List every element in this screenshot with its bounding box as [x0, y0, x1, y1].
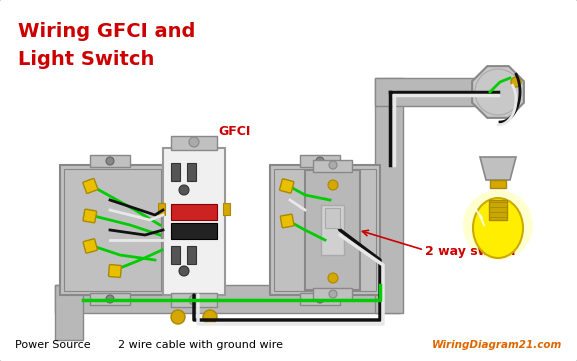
- FancyBboxPatch shape: [83, 178, 98, 193]
- Bar: [171, 246, 180, 264]
- Bar: [375, 78, 500, 106]
- Circle shape: [328, 180, 338, 190]
- Text: 2 way switch: 2 way switch: [425, 245, 515, 258]
- Bar: [55, 285, 83, 340]
- Bar: [313, 288, 352, 300]
- Bar: [489, 200, 507, 220]
- Bar: [300, 293, 340, 305]
- Circle shape: [189, 295, 199, 305]
- Bar: [305, 170, 360, 290]
- Bar: [171, 223, 217, 239]
- Bar: [171, 293, 217, 307]
- Circle shape: [179, 266, 189, 276]
- Circle shape: [328, 273, 338, 283]
- Text: 2 wire cable with ground wire: 2 wire cable with ground wire: [118, 340, 283, 350]
- Circle shape: [171, 310, 185, 324]
- Text: Power Source: Power Source: [15, 340, 91, 350]
- Bar: [187, 246, 196, 264]
- Bar: [313, 160, 352, 172]
- Circle shape: [106, 295, 114, 303]
- Bar: [158, 203, 165, 215]
- Circle shape: [316, 295, 324, 303]
- Text: GFCI: GFCI: [188, 125, 250, 158]
- FancyBboxPatch shape: [83, 239, 98, 253]
- Bar: [171, 204, 217, 220]
- Text: Wiring GFCI and: Wiring GFCI and: [18, 22, 196, 41]
- Circle shape: [106, 157, 114, 165]
- FancyBboxPatch shape: [280, 214, 294, 228]
- Bar: [321, 205, 344, 255]
- Bar: [274, 169, 376, 291]
- Circle shape: [511, 77, 521, 87]
- Bar: [60, 165, 165, 295]
- Circle shape: [329, 161, 337, 169]
- Circle shape: [329, 290, 337, 298]
- Circle shape: [316, 157, 324, 165]
- FancyBboxPatch shape: [108, 265, 121, 277]
- Circle shape: [463, 190, 533, 260]
- Ellipse shape: [473, 198, 523, 258]
- Bar: [90, 155, 130, 167]
- Polygon shape: [472, 66, 524, 118]
- Bar: [375, 78, 403, 313]
- Bar: [171, 136, 217, 150]
- Bar: [90, 293, 130, 305]
- Bar: [325, 208, 340, 228]
- FancyBboxPatch shape: [83, 209, 96, 223]
- Bar: [223, 203, 230, 215]
- Circle shape: [179, 185, 189, 195]
- Polygon shape: [480, 157, 516, 180]
- Bar: [270, 165, 380, 295]
- Circle shape: [189, 137, 199, 147]
- Text: WiringDiagram21.com: WiringDiagram21.com: [432, 340, 562, 350]
- Bar: [64, 169, 161, 291]
- Bar: [55, 285, 400, 313]
- Bar: [300, 155, 340, 167]
- FancyBboxPatch shape: [280, 179, 294, 193]
- Bar: [163, 148, 225, 295]
- Circle shape: [203, 310, 217, 324]
- Bar: [490, 180, 506, 188]
- Bar: [171, 163, 180, 181]
- Bar: [187, 163, 196, 181]
- Text: Light Switch: Light Switch: [18, 50, 155, 69]
